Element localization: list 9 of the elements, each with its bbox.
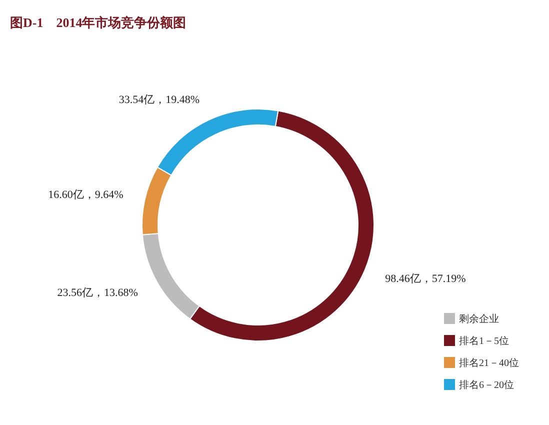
data-label: 16.60亿，9.64% xyxy=(48,189,124,202)
legend-label: 剩余企业 xyxy=(459,314,499,325)
data-label: 33.54亿，19.48% xyxy=(118,94,200,106)
data-label: 98.46亿，57.19% xyxy=(385,272,466,285)
data-label: 23.56亿，13.68% xyxy=(57,286,138,299)
legend-label: 排名6－20位 xyxy=(459,380,514,391)
legend-label: 排名21－40位 xyxy=(459,358,519,369)
chart-title: 图D-1 2014年市场竞争份额图 xyxy=(10,14,186,32)
legend-label: 排名1－5位 xyxy=(459,336,509,347)
